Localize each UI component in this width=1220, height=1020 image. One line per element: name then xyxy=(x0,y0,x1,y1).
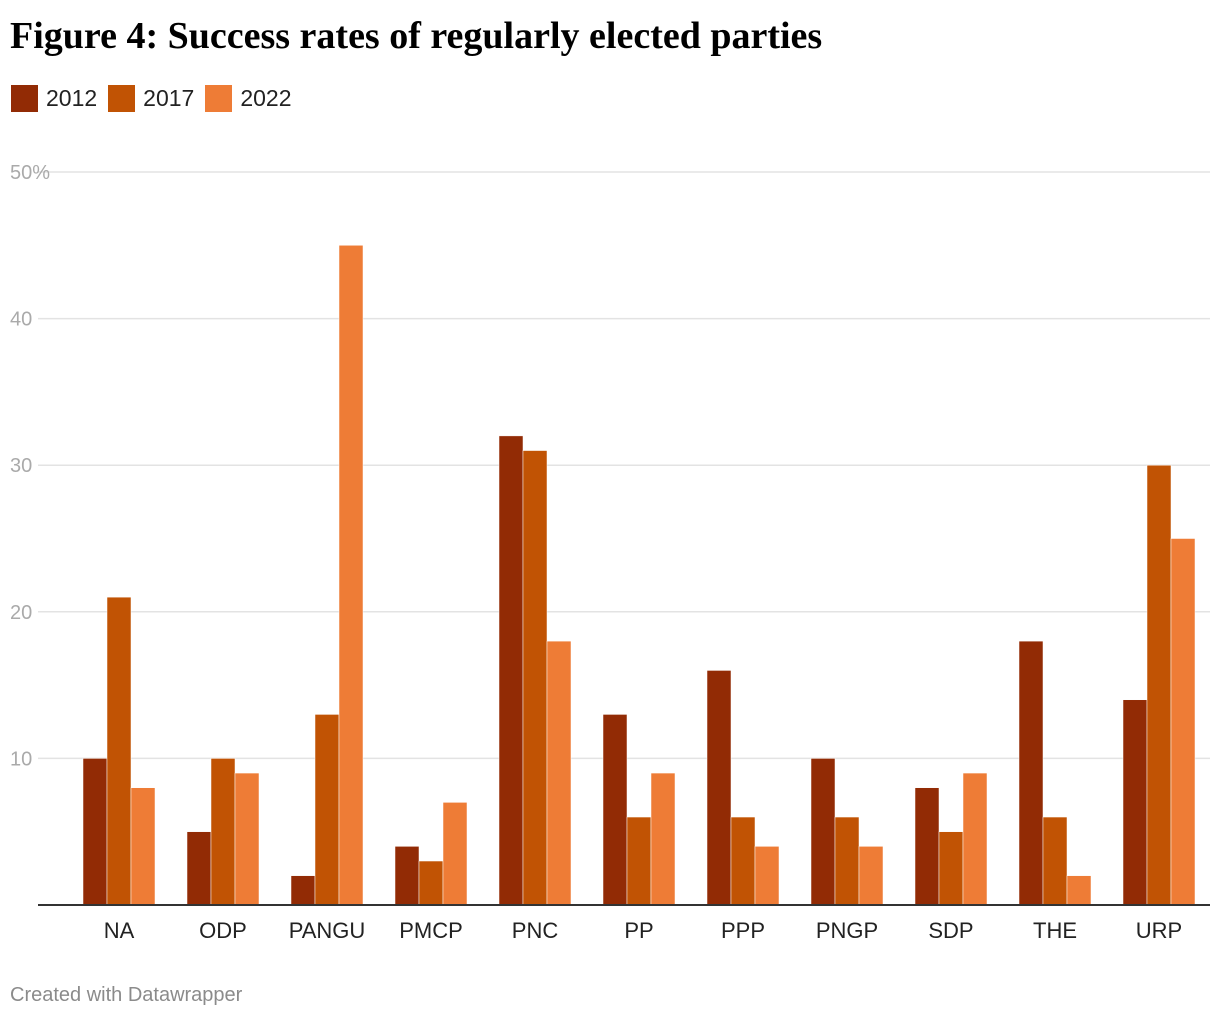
bar-2012-odp xyxy=(186,831,212,906)
bar-2012-urp xyxy=(1122,699,1148,906)
bar-2012-ppp xyxy=(706,670,732,906)
bar-2012-pp xyxy=(602,714,628,906)
bar-2017-pangu xyxy=(314,714,340,906)
x-category-label: PNC xyxy=(512,918,559,943)
bar-2017-pmcp xyxy=(418,860,444,906)
legend-item-2022: 2022 xyxy=(205,84,292,112)
bar-2022-urp xyxy=(1170,538,1196,906)
bar-2022-pp xyxy=(650,772,676,906)
bar-2017-the xyxy=(1042,816,1068,906)
legend-label-2017: 2017 xyxy=(143,84,195,111)
x-category-label: SDP xyxy=(928,918,973,943)
legend-item-2012: 2012 xyxy=(11,84,98,112)
bar-2022-pmcp xyxy=(442,802,468,906)
legend-swatch-2022 xyxy=(205,84,233,112)
bar-2022-pangu xyxy=(338,245,364,906)
chart-legend: 2012 2017 2022 xyxy=(11,84,303,112)
x-category-label: PNGP xyxy=(816,918,878,943)
x-category-label: PPP xyxy=(721,918,765,943)
bar-2012-pangu xyxy=(290,875,316,906)
bar-2012-sdp xyxy=(914,787,940,906)
bar-2022-the xyxy=(1066,875,1092,906)
chart-title: Figure 4: Success rates of regularly ele… xyxy=(10,15,823,57)
bar-2017-pp xyxy=(626,816,652,906)
bar-2017-sdp xyxy=(938,831,964,906)
y-tick-label: 40 xyxy=(10,309,32,331)
bar-2022-sdp xyxy=(962,772,988,906)
footer-credit: Created with Datawrapper xyxy=(10,984,243,1006)
bar-2017-pngp xyxy=(834,816,860,906)
x-category-label: URP xyxy=(1136,918,1182,943)
bar-2012-na xyxy=(82,758,108,906)
x-category-label: PANGU xyxy=(289,918,366,943)
y-tick-label: 50% xyxy=(10,162,50,184)
bar-2022-odp xyxy=(234,772,260,906)
x-category-label: PMCP xyxy=(399,918,463,943)
x-category-label: THE xyxy=(1033,918,1077,943)
legend-swatch-2012 xyxy=(11,84,38,112)
legend-swatch-2017 xyxy=(108,84,136,112)
legend-label-2012: 2012 xyxy=(46,84,98,111)
bar-2022-pnc xyxy=(546,640,572,906)
x-category-label: ODP xyxy=(199,918,247,943)
bar-2012-pnc xyxy=(498,435,524,906)
bar-2012-pngp xyxy=(810,758,836,906)
y-tick-label: 20 xyxy=(10,602,32,624)
x-category-label: NA xyxy=(104,918,135,943)
bar-2012-the xyxy=(1018,640,1044,906)
bar-2017-na xyxy=(106,596,132,906)
bar-2022-ppp xyxy=(754,846,780,906)
bar-2022-pngp xyxy=(858,846,884,906)
bar-2017-pnc xyxy=(522,450,548,906)
bar-2012-pmcp xyxy=(394,846,420,906)
bar-2022-na xyxy=(130,787,156,906)
legend-label-2022: 2022 xyxy=(240,84,292,111)
y-tick-label: 30 xyxy=(10,455,32,477)
bar-2017-urp xyxy=(1146,464,1172,906)
bar-2017-odp xyxy=(210,758,236,906)
legend-item-2017: 2017 xyxy=(108,84,195,112)
y-tick-label: 10 xyxy=(10,748,32,770)
bar-2017-ppp xyxy=(730,816,756,906)
x-category-label: PP xyxy=(624,918,653,943)
